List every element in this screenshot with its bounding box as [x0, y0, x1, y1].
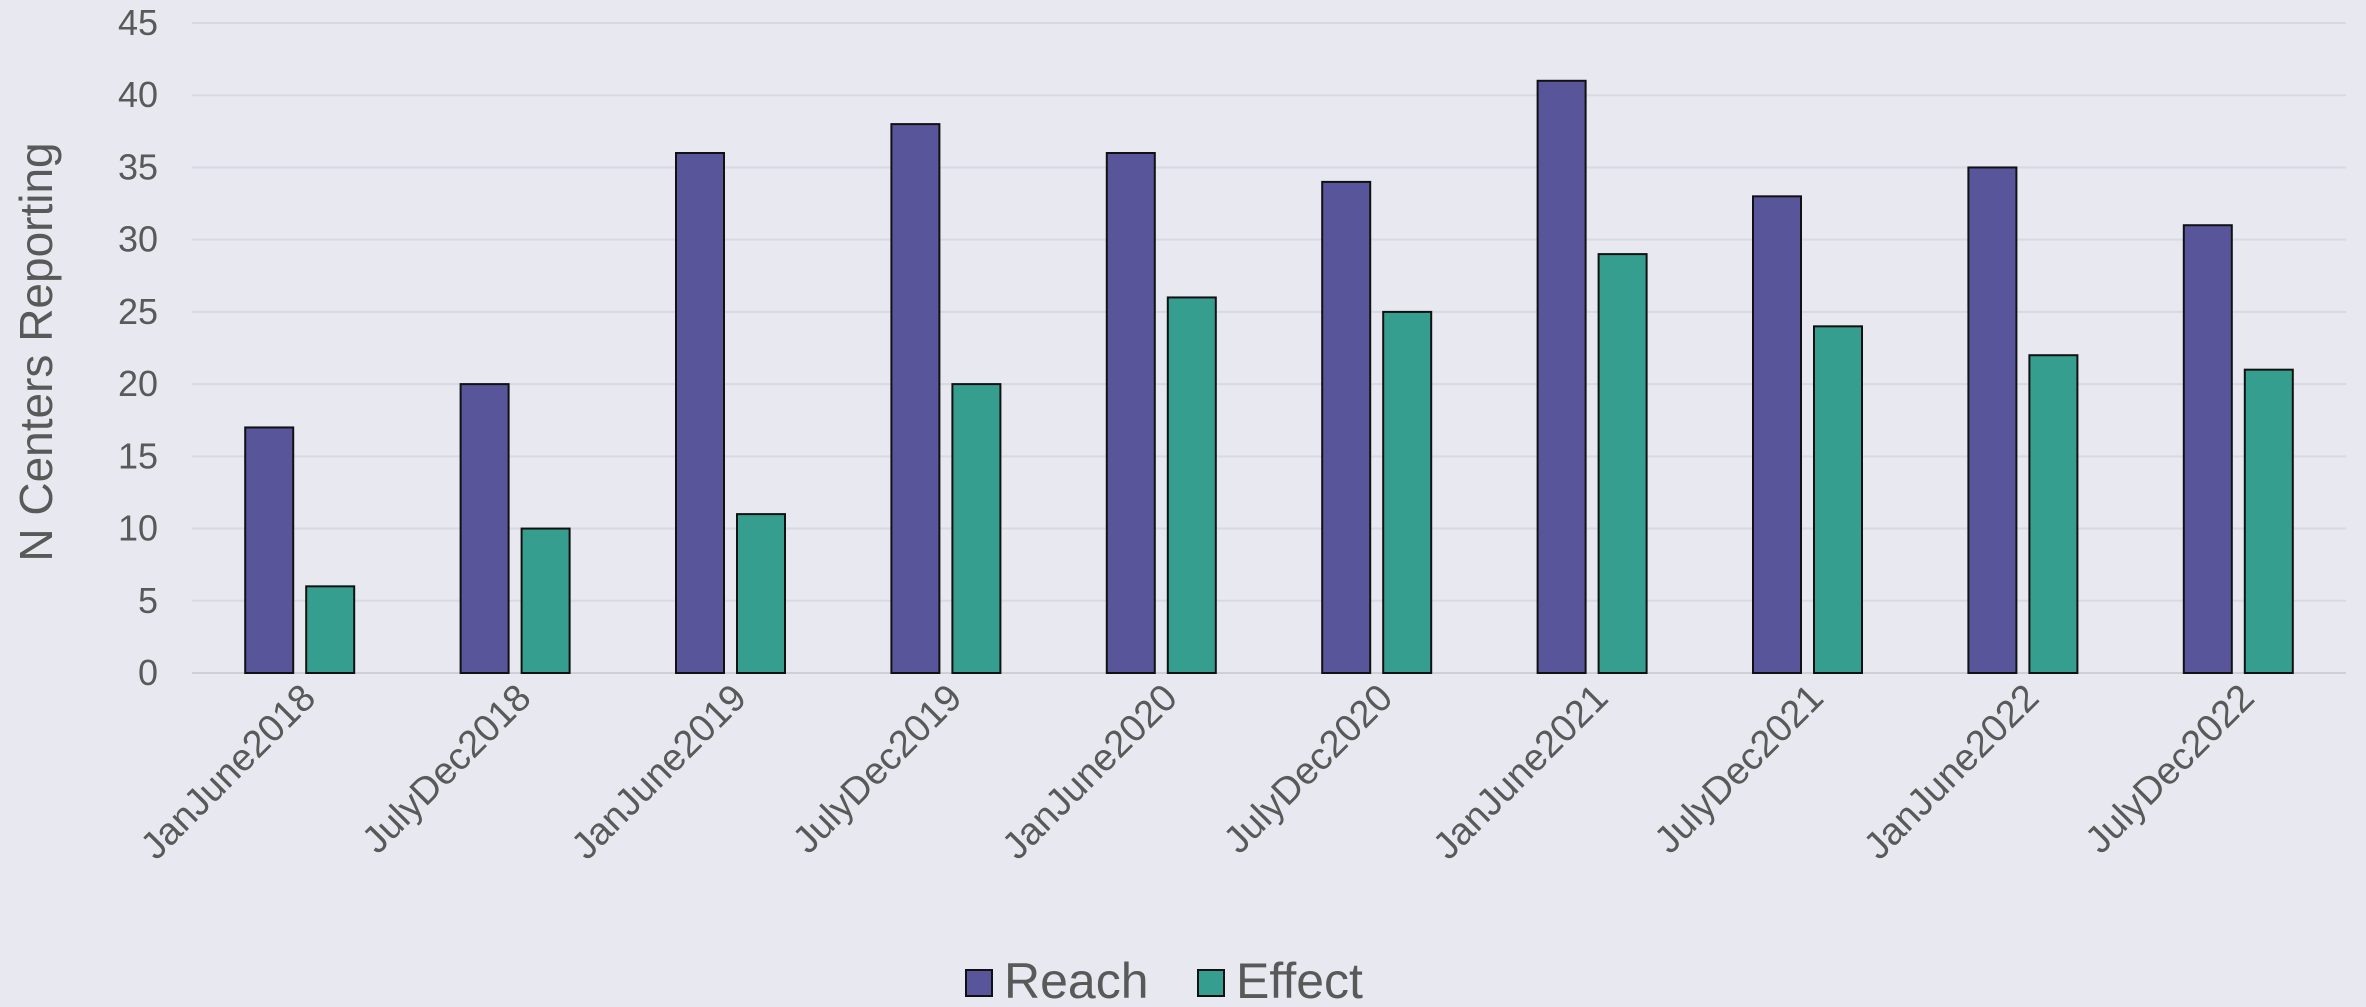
legend-label: Reach [1004, 953, 1149, 1007]
bar-effect [305, 585, 356, 674]
bar-reach [459, 383, 510, 674]
legend-label: Effect [1236, 953, 1363, 1007]
gridlines [192, 22, 2346, 674]
y-tick-label: 25 [118, 291, 158, 332]
bars [244, 79, 2294, 675]
x-tick-label: JanJune2018 [133, 677, 324, 868]
y-tick-label: 10 [118, 508, 158, 549]
bar-reach [1321, 180, 1372, 674]
bar-effect [951, 383, 1002, 674]
bar-effect [520, 527, 571, 674]
legend-reach: Reach [965, 953, 1149, 1007]
y-tick-label: 0 [138, 652, 158, 693]
bar-effect [1166, 296, 1217, 674]
x-tick-label: JulyDec2019 [785, 677, 970, 862]
y-axis-title: N Centers Reporting [10, 142, 62, 561]
bar-effect [1813, 325, 1863, 674]
bar-reach [1752, 195, 1802, 674]
x-tick-label: JulyDec2018 [354, 677, 539, 862]
y-tick-label: 5 [138, 580, 158, 621]
x-tick-label: JulyDec2021 [1647, 677, 1832, 862]
legend-swatch [1197, 969, 1225, 997]
x-tick-label: JanJune2020 [995, 677, 1186, 868]
y-tick-label: 30 [118, 219, 158, 260]
bar-reach [1536, 79, 1587, 675]
x-tick-label: JanJune2019 [564, 677, 755, 868]
x-tick-label: JulyDec2022 [2078, 677, 2263, 862]
legend-swatch [965, 969, 993, 997]
y-tick-label: 15 [118, 435, 158, 476]
x-tick-label: JanJune2022 [1856, 677, 2047, 868]
bar-effect [2243, 368, 2294, 674]
bar-effect [1382, 310, 1433, 674]
y-tick-label: 20 [118, 363, 158, 404]
x-tick-label: JanJune2021 [1425, 677, 1616, 868]
legend: Reach Effect [965, 953, 1363, 1007]
bar-reach [1967, 166, 2018, 674]
bar-reach [675, 152, 725, 674]
y-tick-label: 35 [118, 146, 158, 187]
bar-effect [736, 513, 786, 674]
bar-reach [1105, 152, 1156, 674]
bar-reach [244, 426, 295, 675]
bar-reach [2182, 224, 2233, 674]
y-tick-label: 45 [118, 2, 158, 43]
x-tick-label: JulyDec2020 [1216, 677, 1401, 862]
bar-effect [1597, 253, 1648, 674]
y-tick-label: 40 [118, 74, 158, 115]
legend-effect: Effect [1197, 953, 1363, 1007]
x-axis-labels: JanJune2018 JulyDec2018 JanJune2019 JulyDec… [133, 677, 2263, 868]
bar-reach [890, 123, 941, 675]
bar-effect [2028, 354, 2079, 674]
y-axis-ticks: 0 5 10 15 20 25 30 35 40 45 [118, 2, 158, 693]
